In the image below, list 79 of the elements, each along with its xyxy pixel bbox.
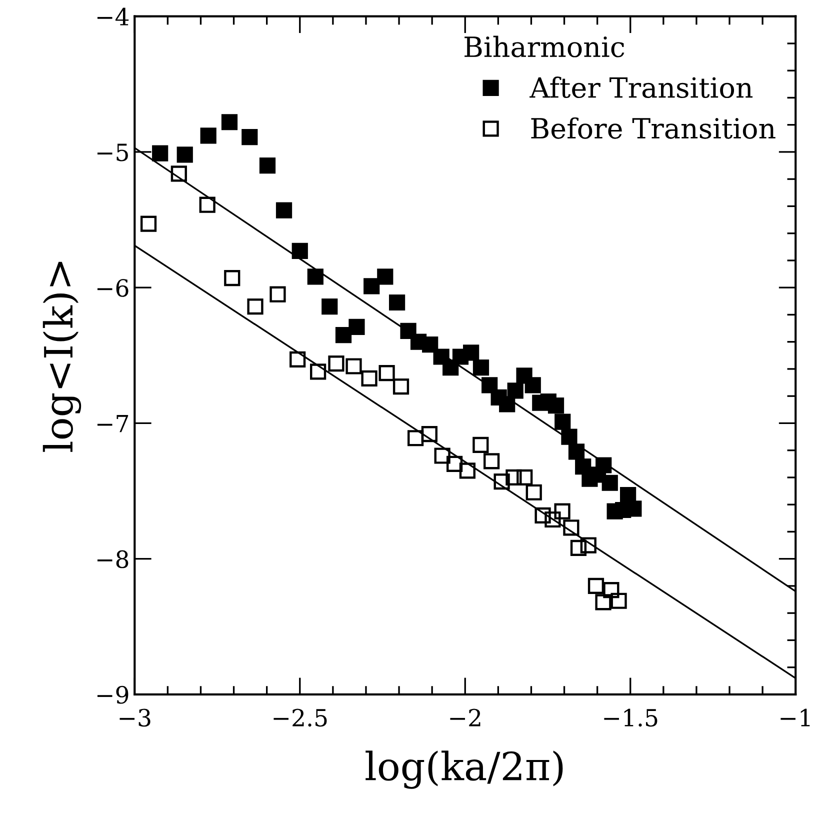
- point: [307, 268, 324, 285]
- point: [446, 456, 463, 472]
- y-tick-label: −5: [97, 144, 128, 162]
- y-axis-title: log<I(k)>: [42, 262, 82, 452]
- point: [170, 166, 187, 182]
- point: [595, 594, 612, 610]
- point: [176, 146, 193, 163]
- point: [588, 578, 604, 594]
- point: [270, 286, 286, 302]
- y-tick-label: −4: [97, 8, 129, 26]
- point: [392, 378, 410, 395]
- x-tick-label: −2.5: [274, 708, 327, 727]
- x-tick-label: −1: [780, 708, 810, 726]
- x-tick-label: −1.5: [604, 708, 658, 727]
- point: [602, 474, 618, 491]
- point: [561, 428, 578, 445]
- point: [224, 270, 240, 286]
- point: [494, 473, 510, 490]
- point: [570, 540, 587, 556]
- point: [290, 351, 306, 368]
- point: [348, 318, 365, 335]
- x-tick-label: −3: [120, 708, 150, 727]
- point: [247, 298, 264, 315]
- point: [610, 592, 627, 609]
- point: [534, 507, 551, 524]
- point: [364, 278, 380, 294]
- y-tick-label: −7: [97, 414, 128, 432]
- point: [421, 426, 438, 442]
- point: [524, 377, 541, 394]
- point: [310, 364, 326, 380]
- point: [620, 487, 636, 504]
- point: [506, 469, 522, 486]
- x-axis-title: log(ka/2π): [366, 750, 563, 789]
- point: [463, 344, 480, 361]
- point: [459, 462, 476, 479]
- point: [472, 360, 490, 376]
- point: [199, 196, 216, 213]
- point: [346, 358, 362, 374]
- y-tick-label: −6: [97, 279, 128, 297]
- point: [322, 298, 338, 315]
- point: [407, 430, 424, 446]
- x-tick-label: −2: [450, 708, 480, 726]
- point: [554, 503, 570, 520]
- point: [276, 202, 292, 218]
- point: [378, 364, 395, 382]
- point: [200, 128, 216, 144]
- point: [221, 114, 238, 130]
- point: [568, 444, 585, 460]
- point: [292, 242, 308, 260]
- point: [499, 396, 516, 412]
- point: [259, 157, 276, 174]
- point: [242, 128, 258, 146]
- legend-label: After Transition: [530, 76, 753, 98]
- point: [563, 520, 580, 536]
- legend-title: Biharmonic: [464, 36, 624, 58]
- point: [152, 145, 168, 162]
- point: [434, 448, 450, 464]
- point: [603, 582, 620, 598]
- point: [377, 268, 394, 285]
- point: [484, 453, 500, 470]
- point: [482, 377, 498, 394]
- point: [335, 326, 352, 344]
- point: [422, 336, 438, 353]
- point: [388, 294, 406, 311]
- point: [140, 216, 157, 232]
- y-tick-label: −8: [97, 550, 128, 568]
- point: [328, 355, 344, 372]
- point: [596, 457, 612, 474]
- point: [580, 537, 596, 554]
- point: [472, 436, 489, 453]
- point: [548, 398, 564, 414]
- point: [507, 382, 524, 399]
- point: [526, 484, 542, 500]
- point: [544, 511, 561, 528]
- y-tick-label: −9: [97, 686, 128, 704]
- point: [554, 414, 571, 430]
- legend-label: Before Transition: [531, 117, 776, 139]
- point: [361, 370, 378, 387]
- point: [516, 469, 533, 486]
